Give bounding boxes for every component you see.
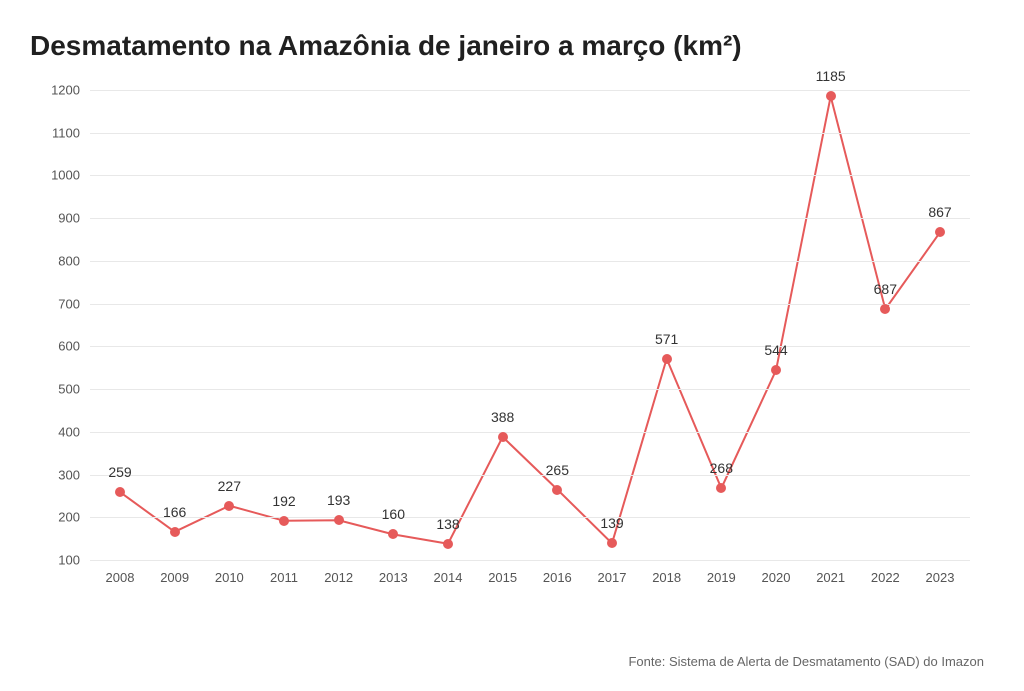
y-axis-tick: 200	[40, 510, 90, 525]
data-point	[716, 483, 726, 493]
y-axis-tick: 300	[40, 467, 90, 482]
data-label: 268	[710, 460, 733, 476]
data-label: 138	[436, 516, 459, 532]
chart-source: Fonte: Sistema de Alerta de Desmatamento…	[628, 654, 984, 669]
data-point	[115, 487, 125, 497]
data-point	[662, 354, 672, 364]
y-axis-tick: 500	[40, 382, 90, 397]
chart-plot: 1002003004005006007008009001000110012002…	[90, 90, 970, 560]
x-axis-tick: 2022	[871, 560, 900, 585]
data-label: 867	[928, 204, 951, 220]
data-label: 166	[163, 504, 186, 520]
x-axis-tick: 2015	[488, 560, 517, 585]
data-point	[552, 485, 562, 495]
data-label: 687	[874, 281, 897, 297]
y-axis-tick: 400	[40, 424, 90, 439]
gridline	[90, 517, 970, 518]
gridline	[90, 346, 970, 347]
x-axis-tick: 2020	[762, 560, 791, 585]
y-axis-tick: 1000	[40, 168, 90, 183]
x-axis-tick: 2017	[598, 560, 627, 585]
y-axis-tick: 1100	[40, 125, 90, 140]
x-axis-tick: 2010	[215, 560, 244, 585]
data-label: 259	[108, 464, 131, 480]
data-label: 388	[491, 409, 514, 425]
data-point	[170, 527, 180, 537]
x-axis-tick: 2013	[379, 560, 408, 585]
gridline	[90, 133, 970, 134]
series-line	[120, 96, 940, 543]
y-axis-tick: 700	[40, 296, 90, 311]
data-point	[443, 539, 453, 549]
x-axis-tick: 2023	[926, 560, 955, 585]
y-axis-tick: 1200	[40, 83, 90, 98]
data-point	[771, 365, 781, 375]
x-axis-tick: 2019	[707, 560, 736, 585]
gridline	[90, 90, 970, 91]
data-point	[388, 529, 398, 539]
y-axis-tick: 800	[40, 253, 90, 268]
chart-container: Desmatamento na Amazônia de janeiro a ma…	[0, 0, 1024, 691]
data-point	[224, 501, 234, 511]
x-axis-tick: 2012	[324, 560, 353, 585]
gridline	[90, 261, 970, 262]
x-axis-tick: 2021	[816, 560, 845, 585]
data-label: 544	[764, 342, 787, 358]
x-axis-tick: 2018	[652, 560, 681, 585]
gridline	[90, 389, 970, 390]
gridline	[90, 475, 970, 476]
data-label: 1185	[816, 68, 846, 84]
data-label: 193	[327, 492, 350, 508]
data-point	[880, 304, 890, 314]
data-point	[935, 227, 945, 237]
data-point	[607, 538, 617, 548]
x-axis-tick: 2014	[434, 560, 463, 585]
y-axis-tick: 600	[40, 339, 90, 354]
data-point	[498, 432, 508, 442]
x-axis-tick: 2009	[160, 560, 189, 585]
gridline	[90, 304, 970, 305]
data-label: 160	[382, 506, 405, 522]
chart-title: Desmatamento na Amazônia de janeiro a ma…	[30, 30, 994, 62]
data-point	[279, 516, 289, 526]
gridline	[90, 218, 970, 219]
x-axis-tick: 2016	[543, 560, 572, 585]
y-axis-tick: 100	[40, 553, 90, 568]
gridline	[90, 175, 970, 176]
data-label: 571	[655, 331, 678, 347]
y-axis-tick: 900	[40, 211, 90, 226]
chart-area: 100 200 300 400 500 600 700 800 900 1000 1100 1200 2…	[30, 80, 990, 600]
data-point	[334, 515, 344, 525]
data-label: 227	[218, 478, 241, 494]
gridline	[90, 432, 970, 433]
x-axis-tick: 2008	[106, 560, 135, 585]
data-label: 265	[546, 462, 569, 478]
x-axis-tick: 2011	[270, 560, 298, 585]
data-label: 139	[600, 515, 623, 531]
data-label: 192	[272, 493, 295, 509]
data-point	[826, 91, 836, 101]
